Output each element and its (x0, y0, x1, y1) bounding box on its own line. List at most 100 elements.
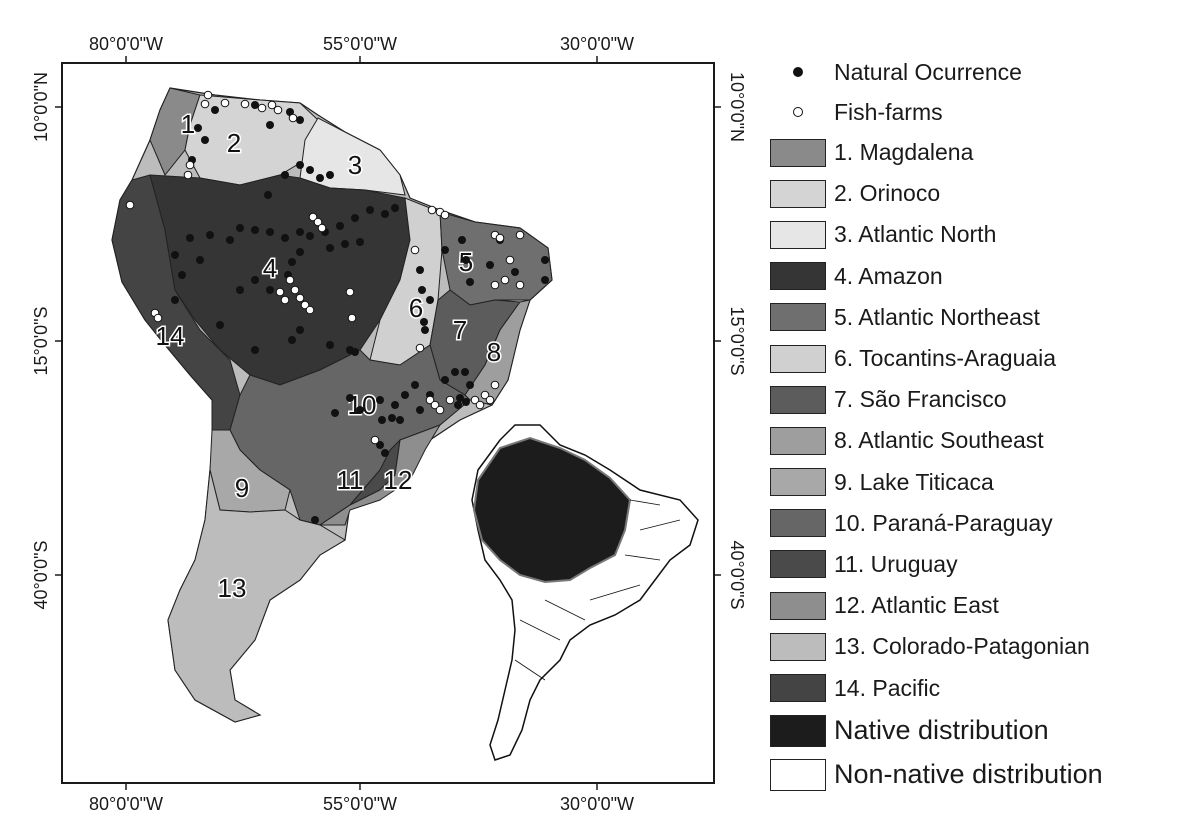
natural-occurrence-point (462, 256, 470, 264)
natural-occurrence-point (421, 326, 429, 334)
inset-inner-boundaries (514, 499, 681, 681)
legend-label: 5. Atlantic Northeast (834, 303, 1040, 330)
natural-occurrence-point (186, 234, 194, 242)
fish-farm-point (445, 395, 455, 405)
natural-occurrence-point (356, 238, 364, 246)
natural-occurrence-point (351, 348, 359, 356)
legend-item-region: 13. Colorado-Patagonian (770, 626, 1175, 667)
natural-occurrence-point (296, 228, 304, 236)
fish-farm-point (370, 435, 380, 445)
natural-occurrence-point (466, 381, 474, 389)
fish-farm-point (480, 390, 490, 400)
fish-farm-point (275, 287, 285, 297)
legend-item-region: 5. Atlantic Northeast (770, 297, 1175, 338)
lon-label-55w-top: 55°0'0"W (323, 34, 397, 54)
natural-occurrence-point (366, 206, 374, 214)
lat-label-40s-right: 40°0'0"S (727, 540, 747, 609)
natural-occurrence-point (454, 401, 462, 409)
natural-occurrence-point (281, 171, 289, 179)
basin-12-atlantic-east (318, 424, 442, 526)
legend-swatch (770, 303, 826, 332)
fish-farm-point (308, 212, 318, 222)
natural-occurrence-point (391, 204, 399, 212)
natural-occurrence-point (541, 276, 549, 284)
top-longitude-labels: 80°0'0"W 55°0'0"W 30°0'0"W (89, 34, 634, 54)
natural-occurrence-point (316, 174, 324, 182)
legend-label: 8. Atlantic Southeast (834, 427, 1044, 454)
region-number-label: 12 (384, 465, 413, 495)
legend-item-region: 11. Uruguay (770, 544, 1175, 585)
legend-item-fish-farms: Fish-farms (770, 92, 1175, 132)
legend-label: 12. Atlantic East (834, 592, 999, 619)
natural-occurrence-point (196, 256, 204, 264)
natural-occurrence-point (401, 391, 409, 399)
legend-swatch (770, 426, 826, 455)
lon-label-30w-bottom: 30°0'0"W (560, 794, 634, 814)
natural-occurrence-point (206, 231, 214, 239)
region-number-label: 10 (348, 390, 377, 420)
fish-farm-point (425, 395, 435, 405)
legend-item-region: 6. Tocantins-Araguaia (770, 338, 1175, 379)
legend-item-region: 1. Magdalena (770, 132, 1175, 173)
natural-occurrence-point (541, 256, 549, 264)
fish-farm-point (470, 395, 480, 405)
natural-occurrence-point (226, 236, 234, 244)
left-latitude-labels: 10°0'0"N 15°0'0"S 40°0'0"S (31, 72, 51, 610)
legend-item-region: 2. Orinoco (770, 173, 1175, 214)
legend-swatch (770, 591, 826, 620)
fish-farm-point (313, 217, 323, 227)
fish-farm-point (515, 230, 525, 240)
natural-occurrence-point (396, 416, 404, 424)
legend-label: Fish-farms (834, 98, 943, 125)
natural-occurrence-point (288, 336, 296, 344)
natural-occurrence-point (264, 191, 272, 199)
fish-farm-point (267, 100, 277, 110)
inset-native-range (472, 436, 632, 584)
fish-farm-point (203, 90, 213, 100)
fish-farm-point (515, 280, 525, 290)
legend-label: 10. Paraná-Paraguay (834, 509, 1053, 536)
natural-occurrence-point (296, 161, 304, 169)
legend-swatch (770, 385, 826, 414)
natural-occurrence-point (462, 398, 470, 406)
legend-label: 3. Atlantic North (834, 221, 997, 248)
fish-farm-point (490, 280, 500, 290)
fish-farm-point (495, 233, 505, 243)
natural-occurrence-point (306, 166, 314, 174)
natural-occurrence-point (211, 106, 219, 114)
fish-farm-point (185, 160, 195, 170)
legend-label: Native distribution (834, 715, 1049, 746)
fish-farm-point (345, 287, 355, 297)
filled-circle-icon (770, 58, 826, 86)
fish-farm-point (430, 400, 440, 410)
fish-farm-point (257, 103, 267, 113)
natural-occurrence-point (356, 406, 364, 414)
natural-occurrence-point (346, 394, 354, 402)
legend-swatch (770, 632, 826, 661)
right-latitude-labels: 10°0'0"N 15°0'0"S 40°0'0"S (727, 72, 747, 610)
natural-occurrence-point (266, 286, 274, 294)
open-circle-icon (770, 98, 826, 126)
natural-occurrence-point (251, 226, 259, 234)
legend-label: 11. Uruguay (834, 550, 958, 577)
fish-farm-point (183, 170, 193, 180)
fish-farm-point (153, 313, 163, 323)
lon-label-30w-top: 30°0'0"W (560, 34, 634, 54)
legend-swatch (770, 220, 826, 249)
legend-label: 6. Tocantins-Araguaia (834, 345, 1057, 372)
fish-farm-point (485, 395, 495, 405)
fish-farm-point (435, 405, 445, 415)
lat-label-15s-right: 15°0'0"S (727, 306, 747, 375)
fish-farm-point (273, 105, 283, 115)
legend-swatch (770, 179, 826, 208)
fish-farm-point (427, 205, 437, 215)
natural-occurrence-point (251, 276, 259, 284)
region-number-label: 4 (263, 253, 277, 283)
natural-occurrence-point (486, 261, 494, 269)
lat-label-15s-left: 15°0'0"S (31, 306, 51, 375)
fish-farm-point (240, 99, 250, 109)
lon-label-80w-top: 80°0'0"W (89, 34, 163, 54)
legend-swatch (770, 550, 826, 579)
natural-occurrence-point (336, 222, 344, 230)
